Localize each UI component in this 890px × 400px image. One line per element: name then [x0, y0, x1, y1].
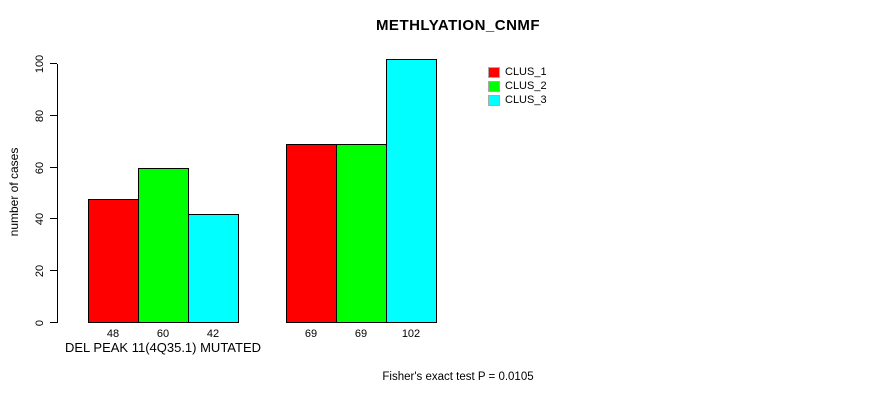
- y-tick: [50, 167, 57, 168]
- legend-swatch-icon: [488, 94, 500, 106]
- y-tick-label: 0: [34, 319, 46, 326]
- legend-swatch-icon: [488, 66, 500, 78]
- bar-value-label: 69: [354, 328, 368, 340]
- y-tick-label: 40: [34, 212, 46, 225]
- legend-item: CLUS_2: [488, 79, 547, 93]
- legend-label: CLUS_2: [505, 80, 547, 92]
- y-axis: [57, 64, 58, 323]
- legend: CLUS_1 CLUS_2 CLUS_3: [488, 65, 547, 107]
- y-tick: [50, 322, 57, 323]
- bar-clus_1-group2: [286, 144, 337, 323]
- bar-clus_2-group2: [336, 144, 387, 323]
- chart-title: METHLYATION_CNMF: [375, 17, 541, 34]
- x-axis-label: DEL PEAK 11(4Q35.1) MUTATED: [64, 340, 262, 355]
- bar-value-label: 102: [401, 328, 421, 340]
- y-tick: [50, 63, 57, 64]
- y-tick: [50, 115, 57, 116]
- y-tick-label: 20: [34, 264, 46, 277]
- bar-clus_3-group2: [386, 59, 437, 323]
- bar-value-label: 69: [304, 328, 318, 340]
- y-tick-label: 60: [34, 161, 46, 174]
- bar-clus_1-group1: [88, 199, 139, 323]
- fisher-test-note: Fisher's exact test P = 0.0105: [382, 371, 534, 383]
- bar-value-label: 42: [206, 328, 220, 340]
- y-axis-label: number of cases: [7, 147, 21, 237]
- y-tick-label: 100: [34, 54, 46, 73]
- bar-clus_3-group1: [188, 214, 239, 323]
- legend-label: CLUS_1: [505, 66, 547, 78]
- bar-value-label: 48: [106, 328, 120, 340]
- legend-swatch-icon: [488, 80, 500, 92]
- legend-item: CLUS_1: [488, 65, 547, 79]
- bar-value-label: 60: [156, 328, 170, 340]
- legend-label: CLUS_3: [505, 94, 547, 106]
- y-tick-label: 80: [34, 109, 46, 122]
- y-tick: [50, 270, 57, 271]
- legend-item: CLUS_3: [488, 93, 547, 107]
- bar-clus_2-group1: [138, 168, 189, 323]
- y-tick: [50, 218, 57, 219]
